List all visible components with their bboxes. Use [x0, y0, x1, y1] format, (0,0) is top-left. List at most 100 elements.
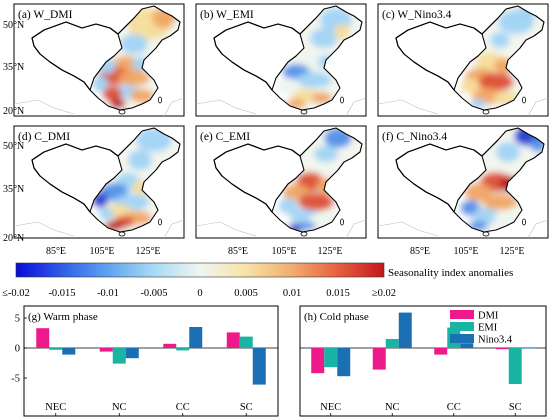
island [157, 218, 162, 226]
bar-nino34-nc [125, 348, 139, 359]
colorbar-title: Seasonality index anomalies [388, 267, 513, 279]
colorbar-tick: ≥0.02 [372, 288, 396, 299]
chart-frame [23, 305, 279, 417]
lon-tick: 105°E [271, 246, 296, 257]
colorbar-tick: -0.005 [140, 288, 167, 299]
island [157, 96, 162, 104]
lat-ticks-row1: 50°N 35°N 20°N [3, 20, 24, 117]
bar-nino34-nec [337, 348, 351, 377]
map-panel-label: (f) C_Nino3.4 [382, 131, 447, 143]
x-tick-label: CC [447, 402, 461, 413]
x-tick-label: CC [176, 402, 190, 413]
island [482, 231, 490, 237]
bar-emi-nec [49, 348, 63, 350]
colorbar-tick: ≤-0.02 [2, 288, 30, 299]
lon-tick: 105°E [89, 246, 114, 257]
bar-nino34-nec [62, 348, 76, 355]
map-panel: (b) W_EMI [195, 3, 367, 117]
legend-label: EMI [478, 323, 498, 334]
lat-ticks-row2: 50°N 35°N 20°N [3, 141, 24, 244]
island [482, 109, 490, 115]
neighbor-border [377, 219, 549, 239]
x-tick-label: SC [509, 402, 522, 413]
island [118, 231, 126, 237]
legend-swatch [450, 310, 474, 319]
x-tick-label: NEC [320, 402, 341, 413]
bar-dmi-nc [372, 348, 386, 370]
bar-nino34-cc [189, 327, 203, 348]
lon-ticks: 85°E 105°E 125°E 85°E 105°E 125°E 85°E 105°E 125… [46, 246, 525, 257]
lat-tick: 20°N [3, 106, 24, 117]
colorbar: Seasonality index anomalies ≤-0.02 -0.015… [2, 262, 513, 299]
map-panel: (f) C_Nino3.4 [377, 125, 549, 239]
legend-swatch [450, 322, 474, 331]
legend-label: Nino3.4 [478, 335, 513, 346]
colorbar-tick: 0.005 [234, 288, 258, 299]
map-panels: (a) W_DMI (b) W_EMI (c) W_Nino3.4 (d) C_DMI… [13, 3, 549, 239]
bar-emi-nec [324, 348, 338, 368]
island [300, 109, 308, 115]
legend-swatch [450, 334, 474, 343]
island [300, 231, 308, 237]
lon-tick: 125°E [317, 246, 342, 257]
island [521, 218, 526, 226]
island [118, 109, 126, 115]
bar-nino34-sc [252, 348, 266, 385]
chart-title: (h) Cold phase [304, 311, 369, 323]
bar-nino34-sc [521, 348, 535, 349]
island [521, 96, 526, 104]
bar-emi-cc [176, 348, 190, 351]
colorbar-tick: -0.015 [48, 288, 75, 299]
map-panel: (c) W_Nino3.4 [377, 3, 549, 117]
lon-tick: 125°E [135, 246, 160, 257]
map-panel-label: (d) C_DMI [18, 131, 70, 143]
neighbor-border [13, 97, 185, 117]
lon-tick: 85°E [228, 246, 248, 257]
colorbar-tick: -0.01 [97, 288, 119, 299]
bar-nino34-nc [398, 312, 412, 348]
bar-emi-sc [239, 336, 253, 348]
bar-emi-nc [385, 339, 399, 348]
lon-tick: 125°E [499, 246, 524, 257]
bar-dmi-sc [226, 332, 240, 348]
x-tick-label: NC [112, 402, 127, 413]
map-panel-label: (b) W_EMI [200, 9, 254, 21]
map-panel: (a) W_DMI [13, 3, 185, 117]
bar-dmi-nec [36, 328, 50, 348]
bar-emi-sc [508, 348, 522, 384]
bar-dmi-sc [495, 348, 509, 350]
neighbor-border [13, 219, 185, 239]
chart-title: (g) Warm phase [28, 311, 98, 323]
neighbor-border [195, 97, 367, 117]
lat-tick: 35°N [3, 184, 24, 195]
y-tick-label: 5 [15, 314, 20, 325]
legend-label: DMI [478, 311, 499, 322]
bar-nino34-cc [460, 343, 474, 348]
lon-tick: 85°E [410, 246, 430, 257]
colorbar-tick: 0.015 [326, 288, 350, 299]
neighbor-border [377, 97, 549, 117]
lat-tick: 50°N [3, 20, 24, 31]
bar-dmi-cc [163, 343, 177, 348]
bar-dmi-nc [99, 348, 113, 352]
map-panel-label: (a) W_DMI [18, 9, 73, 21]
map-panel-label: (e) C_EMI [200, 131, 250, 143]
bar-charts: 5 0 -5 NEC NC CC SC (g) Warm phase NEC NC CC SC (h) … [11, 305, 547, 417]
map-panel: (d) C_DMI [13, 125, 185, 239]
bar-dmi-cc [434, 348, 448, 355]
map-panel: (e) C_EMI [195, 125, 367, 239]
x-tick-label: NEC [45, 402, 66, 413]
bar-chart-warm: 5 0 -5 NEC NC CC SC (g) Warm phase [11, 305, 279, 417]
y-tick-label: -5 [11, 374, 20, 385]
neighbor-border [195, 219, 367, 239]
x-tick-label: SC [240, 402, 253, 413]
bar-dmi-nec [311, 348, 325, 374]
map-panel-label: (c) W_Nino3.4 [382, 9, 452, 21]
bar-emi-nc [112, 348, 126, 364]
lat-tick: 35°N [3, 62, 24, 73]
lat-tick: 20°N [3, 233, 24, 244]
colorbar-gradient [15, 262, 385, 278]
